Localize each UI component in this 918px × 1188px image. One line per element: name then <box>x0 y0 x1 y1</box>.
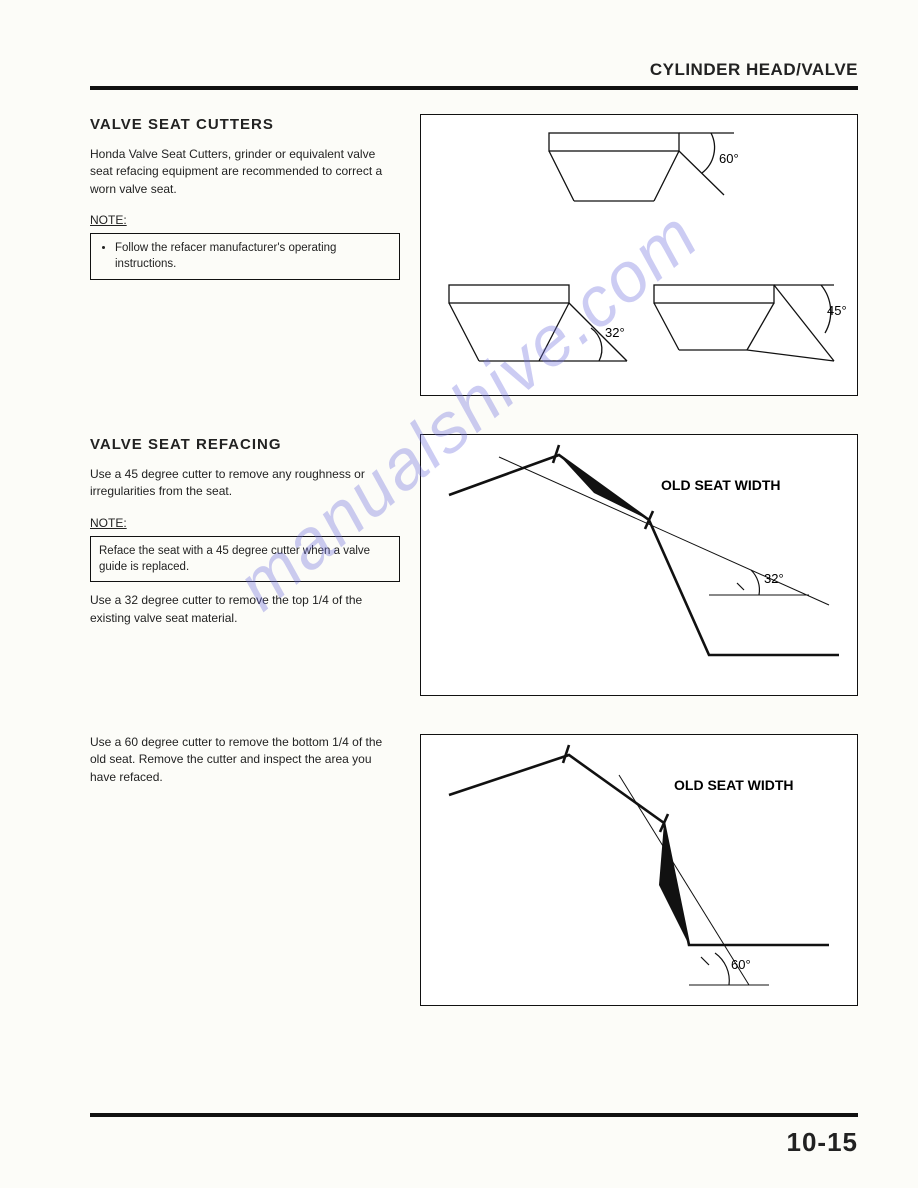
cutters-title: VALVE SEAT CUTTERS <box>90 114 400 136</box>
page-number: 10-15 <box>90 1127 858 1158</box>
cutters-svg: 60° 32° <box>421 115 857 395</box>
sixty-svg: OLD SEAT WIDTH 60° <box>421 735 857 1005</box>
header-title: CYLINDER HEAD/VALVE <box>90 60 858 80</box>
sixty-text-col: Use a 60 degree cutter to remove the bot… <box>90 734 400 786</box>
sixty-figure: OLD SEAT WIDTH 60° <box>420 734 858 1006</box>
angle-60-label: 60° <box>719 151 739 166</box>
angle-32-label: 32° <box>605 325 625 340</box>
footer: 10-15 <box>90 1107 858 1158</box>
refacing-note-box: Reface the seat with a 45 degree cutter … <box>90 536 400 582</box>
refacing-figure: OLD SEAT WIDTH 32° <box>420 434 858 696</box>
refacing-old-seat-label: OLD SEAT WIDTH <box>661 477 781 493</box>
refacing-text1: Use a 45 degree cutter to remove any rou… <box>90 466 400 501</box>
sixty-old-seat-label: OLD SEAT WIDTH <box>674 777 794 793</box>
refacing-text2: Use a 32 degree cutter to remove the top… <box>90 592 400 627</box>
refacing-text-col: VALVE SEAT REFACING Use a 45 degree cutt… <box>90 434 400 627</box>
refacing-title: VALVE SEAT REFACING <box>90 434 400 456</box>
section-refacing: VALVE SEAT REFACING Use a 45 degree cutt… <box>90 434 858 696</box>
sixty-text: Use a 60 degree cutter to remove the bot… <box>90 734 400 786</box>
cutters-figure: 60° 32° <box>420 114 858 396</box>
section-cutters: VALVE SEAT CUTTERS Honda Valve Seat Cutt… <box>90 114 858 396</box>
refacing-svg: OLD SEAT WIDTH 32° <box>421 435 857 695</box>
cutters-body: Honda Valve Seat Cutters, grinder or equ… <box>90 146 400 198</box>
cutters-note-item: Follow the refacer manufacturer's operat… <box>115 240 391 272</box>
cutters-note-label: NOTE: <box>90 212 400 229</box>
refacing-angle-label: 32° <box>764 571 784 586</box>
cutters-text-col: VALVE SEAT CUTTERS Honda Valve Seat Cutt… <box>90 114 400 280</box>
angle-45-label: 45° <box>827 303 847 318</box>
section-sixty: Use a 60 degree cutter to remove the bot… <box>90 734 858 1006</box>
page: CYLINDER HEAD/VALVE VALVE SEAT CUTTERS H… <box>0 0 918 1188</box>
header-rule <box>90 86 858 90</box>
cutters-note-box: Follow the refacer manufacturer's operat… <box>90 233 400 279</box>
sixty-angle-label: 60° <box>731 957 751 972</box>
refacing-note-label: NOTE: <box>90 515 400 532</box>
footer-rule <box>90 1113 858 1117</box>
